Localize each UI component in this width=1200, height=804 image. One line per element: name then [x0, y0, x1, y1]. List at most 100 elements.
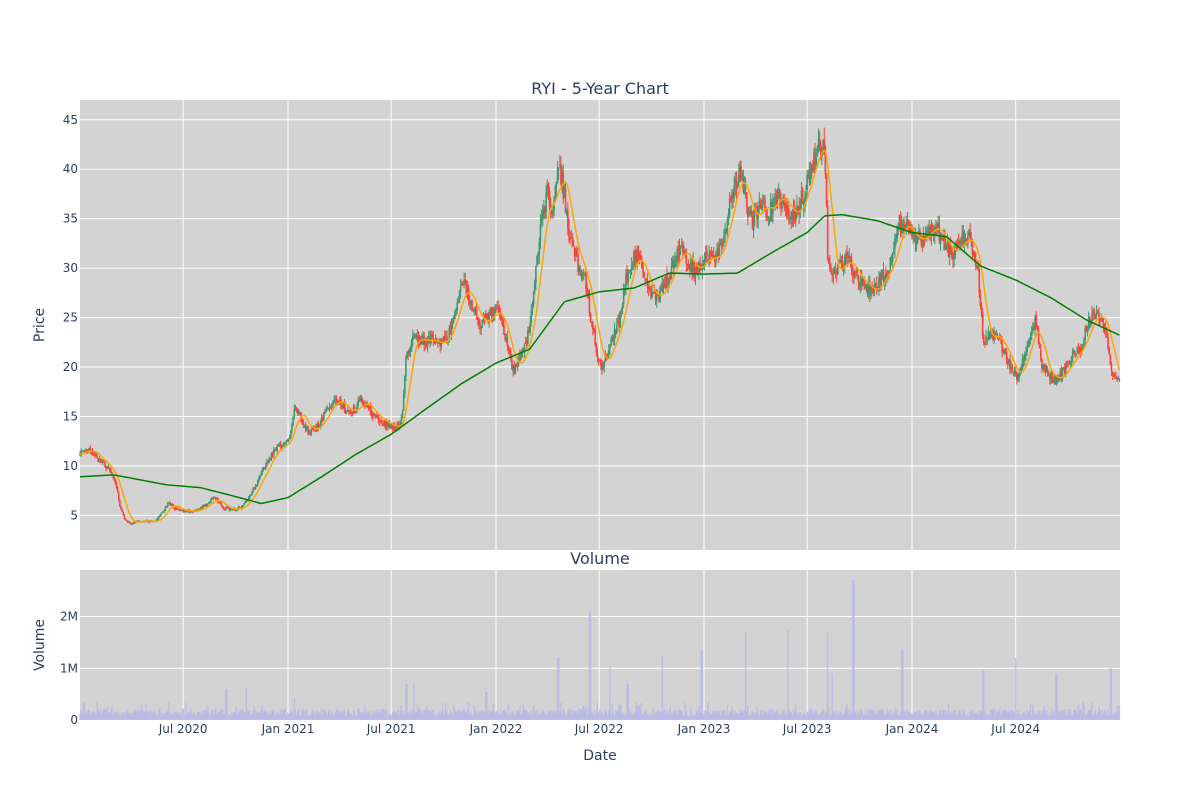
volume-bar [454, 709, 456, 720]
x-tick-label: Jan 2021 [261, 722, 315, 736]
candle-body [653, 291, 656, 294]
volume-bar [871, 710, 873, 720]
candle-body [441, 339, 444, 342]
candle-body [907, 220, 910, 230]
candle-body [667, 282, 669, 286]
candle-body [467, 287, 470, 300]
volume-bar [915, 711, 918, 720]
candle-body [986, 337, 989, 340]
candle-body [889, 257, 892, 270]
volume-bar [338, 711, 340, 720]
volume-bar [487, 715, 489, 720]
volume-bar [765, 711, 767, 720]
candle-body [600, 359, 602, 366]
candle-body [181, 509, 184, 511]
candle-body [973, 252, 976, 259]
candle-body [462, 282, 464, 284]
candle-body [1008, 360, 1010, 363]
candle-body [817, 139, 820, 152]
candle-body [531, 303, 534, 310]
candle-body [916, 237, 919, 243]
volume-bar [755, 713, 757, 720]
volume-bar [622, 712, 625, 720]
volume-bar [793, 711, 796, 720]
candle-body [794, 211, 797, 221]
candle-body [1068, 362, 1071, 365]
candle-body [180, 509, 183, 511]
volume-tick-label: 1M [60, 661, 78, 675]
candle-body [574, 250, 577, 256]
x-tick-label: Jan 2024 [885, 722, 939, 736]
candle-body [695, 266, 698, 271]
volume-bar [376, 712, 379, 720]
candle-body [494, 308, 496, 315]
candle-body [506, 337, 509, 346]
candle-body [161, 512, 163, 514]
volume-bar [849, 709, 852, 720]
volume-bar [80, 709, 82, 720]
candle-body [540, 215, 543, 222]
volume-bar [296, 710, 299, 720]
candle-body [205, 504, 208, 506]
volume-bar [542, 711, 544, 720]
candle-body [1036, 328, 1039, 331]
candle-body [831, 272, 834, 276]
volume-bar [449, 709, 452, 720]
candle-body [593, 328, 595, 331]
volume-bar [120, 714, 122, 720]
volume-bar [991, 709, 993, 720]
volume-bar [344, 715, 347, 720]
volume-bar [84, 713, 87, 720]
candle-body [262, 467, 265, 470]
volume-bar [448, 714, 450, 720]
candle-body [512, 365, 514, 371]
volume-bar [436, 715, 438, 720]
volume-bar [788, 709, 790, 720]
volume-bar [870, 709, 872, 720]
candle-body [510, 353, 512, 359]
candle-body [397, 424, 399, 426]
volume-bar [230, 712, 233, 720]
candle-body [1077, 347, 1080, 352]
volume-bar [1059, 711, 1061, 720]
volume-bar [281, 713, 283, 720]
candle-body [560, 164, 562, 185]
volume-bar [1011, 709, 1013, 720]
volume-bar [478, 710, 480, 720]
candle-body [527, 329, 529, 344]
volume-bar [490, 711, 493, 720]
volume-bar [670, 714, 673, 720]
volume-bar [1005, 710, 1008, 720]
volume-bar [805, 714, 807, 720]
volume-bar [636, 705, 639, 720]
candle-body [1017, 376, 1019, 381]
volume-bar [797, 712, 799, 720]
candle-body [415, 334, 418, 338]
volume-bar [368, 709, 371, 720]
volume-bar [195, 714, 197, 720]
volume-bar [874, 713, 877, 720]
volume-bar [423, 709, 425, 720]
volume-bar [229, 715, 232, 720]
volume-bar [316, 710, 318, 720]
volume-bar [104, 708, 106, 720]
volume-bar [1041, 711, 1043, 720]
volume-bar [294, 709, 297, 720]
volume-bar [349, 713, 351, 720]
volume-bar [844, 710, 846, 720]
candle-body [984, 343, 986, 345]
candle-body [816, 152, 819, 156]
volume-bar [428, 709, 430, 720]
candle-body [489, 311, 492, 314]
candle-body [417, 335, 420, 343]
volume-bar [912, 714, 914, 720]
candle-body [729, 198, 732, 200]
volume-bar [559, 713, 561, 720]
candle-body [197, 509, 200, 511]
volume-bar [1007, 711, 1009, 720]
candle-body [840, 259, 843, 263]
volume-bar [286, 712, 289, 720]
candle-body [307, 426, 309, 432]
volume-bar [891, 714, 894, 720]
candle-body [686, 264, 689, 266]
